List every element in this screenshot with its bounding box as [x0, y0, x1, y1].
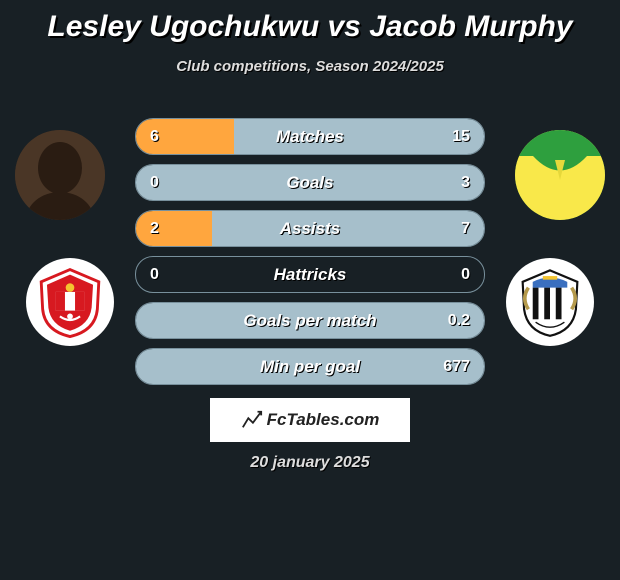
player-photo-right [515, 130, 605, 220]
stat-value-right: 7 [461, 220, 470, 238]
player-photo-left [15, 130, 105, 220]
stat-label: Goals [136, 173, 484, 193]
stat-row: Min per goal677 [135, 348, 485, 385]
newcastle-badge-icon [514, 266, 586, 338]
stat-label: Hattricks [136, 265, 484, 285]
stat-row: 2Assists7 [135, 210, 485, 247]
stat-row: 6Matches15 [135, 118, 485, 155]
chart-icon [241, 409, 263, 431]
player-right-shirt-icon [515, 130, 605, 220]
subtitle: Club competitions, Season 2024/2025 [0, 58, 620, 75]
southampton-badge-icon [34, 266, 106, 338]
stat-value-right: 0 [461, 266, 470, 284]
stat-label: Min per goal [136, 357, 484, 377]
stat-row: 0Hattricks0 [135, 256, 485, 293]
stat-rows: 6Matches150Goals32Assists70Hattricks0Goa… [135, 118, 485, 394]
stat-value-right: 3 [461, 174, 470, 192]
branding-badge: FcTables.com [210, 398, 410, 442]
stat-label: Matches [136, 127, 484, 147]
stat-value-right: 677 [443, 358, 470, 376]
stat-value-right: 15 [452, 128, 470, 146]
club-badge-right [506, 258, 594, 346]
stat-label: Goals per match [136, 311, 484, 331]
date-text: 20 january 2025 [0, 454, 620, 472]
club-badge-left [26, 258, 114, 346]
stat-row: 0Goals3 [135, 164, 485, 201]
stat-value-right: 0.2 [448, 312, 470, 330]
branding-text: FcTables.com [267, 410, 380, 430]
player-left-silhouette-icon [15, 130, 105, 220]
stat-label: Assists [136, 219, 484, 239]
page-title: Lesley Ugochukwu vs Jacob Murphy [0, 0, 620, 44]
stat-row: Goals per match0.2 [135, 302, 485, 339]
